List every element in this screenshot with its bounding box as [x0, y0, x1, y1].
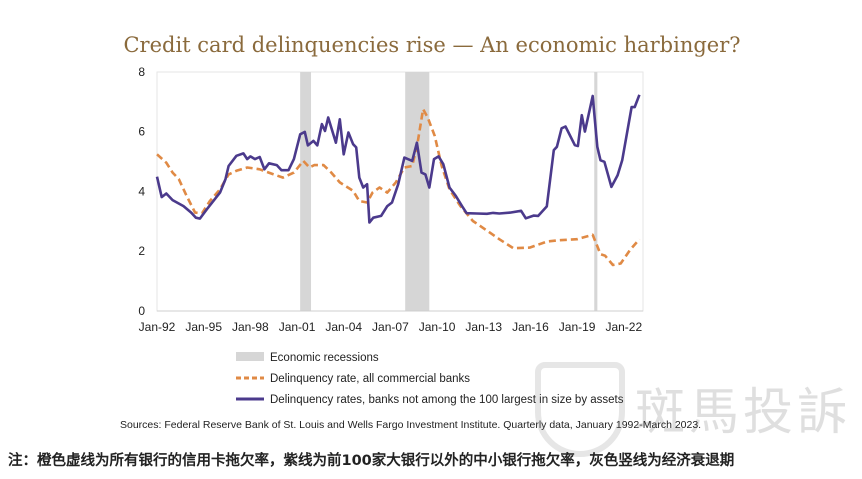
- x-tick-label: Jan-07: [372, 320, 409, 334]
- x-tick-label: Jan-01: [279, 320, 316, 334]
- x-tick-label: Jan-13: [465, 320, 502, 334]
- x-axis-ticks: Jan-92 Jan-95 Jan-98 Jan-01 Jan-04 Jan-07 Jan-…: [139, 320, 643, 334]
- recession-band: [405, 72, 430, 311]
- x-tick-label: Jan-98: [232, 320, 269, 334]
- legend-swatch-recessions: [236, 352, 264, 361]
- x-tick-label: Jan-19: [559, 320, 596, 334]
- x-tick-label: Jan-04: [325, 320, 362, 334]
- chart-title: Credit card delinquencies rise — An econ…: [123, 33, 740, 57]
- series-line-small-banks: [155, 94, 641, 224]
- recession-band: [300, 72, 312, 311]
- legend-label-small-banks: Delinquency rates, banks not among the 1…: [270, 394, 624, 406]
- recession-bands: [300, 72, 598, 311]
- x-tick-label: Jan-10: [419, 320, 456, 334]
- recession-band: [594, 72, 598, 311]
- y-tick-label: 0: [138, 304, 145, 318]
- y-tick-label: 4: [138, 184, 145, 198]
- chart-source: Sources: Federal Reserve Bank of St. Lou…: [120, 419, 701, 431]
- y-tick-label: 2: [138, 244, 145, 258]
- plot-area: Jan-92 Jan-95 Jan-98 Jan-01 Jan-04 Jan-07 Jan-…: [138, 65, 644, 334]
- x-tick-label: Jan-22: [605, 320, 642, 334]
- legend: Economic recessions Delinquency rate, al…: [236, 352, 624, 406]
- plot-frame: [156, 71, 644, 312]
- y-tick-label: 6: [138, 125, 145, 139]
- series-line-all-banks: [156, 107, 641, 267]
- x-tick-label: Jan-16: [512, 320, 549, 334]
- series-lines: [155, 94, 641, 267]
- x-tick-label: Jan-95: [185, 320, 222, 334]
- legend-label-recessions: Economic recessions: [270, 352, 379, 364]
- y-tick-label: 8: [138, 65, 145, 79]
- footnote: 注：橙色虚线为所有银行的信用卡拖欠率，紫线为前100家大银行以外的中小银行拖欠率…: [8, 453, 735, 469]
- x-tick-label: Jan-92: [139, 320, 176, 334]
- y-axis-ticks: 0 2 4 6 8: [138, 65, 145, 318]
- legend-label-all-banks: Delinquency rate, all commercial banks: [270, 373, 470, 385]
